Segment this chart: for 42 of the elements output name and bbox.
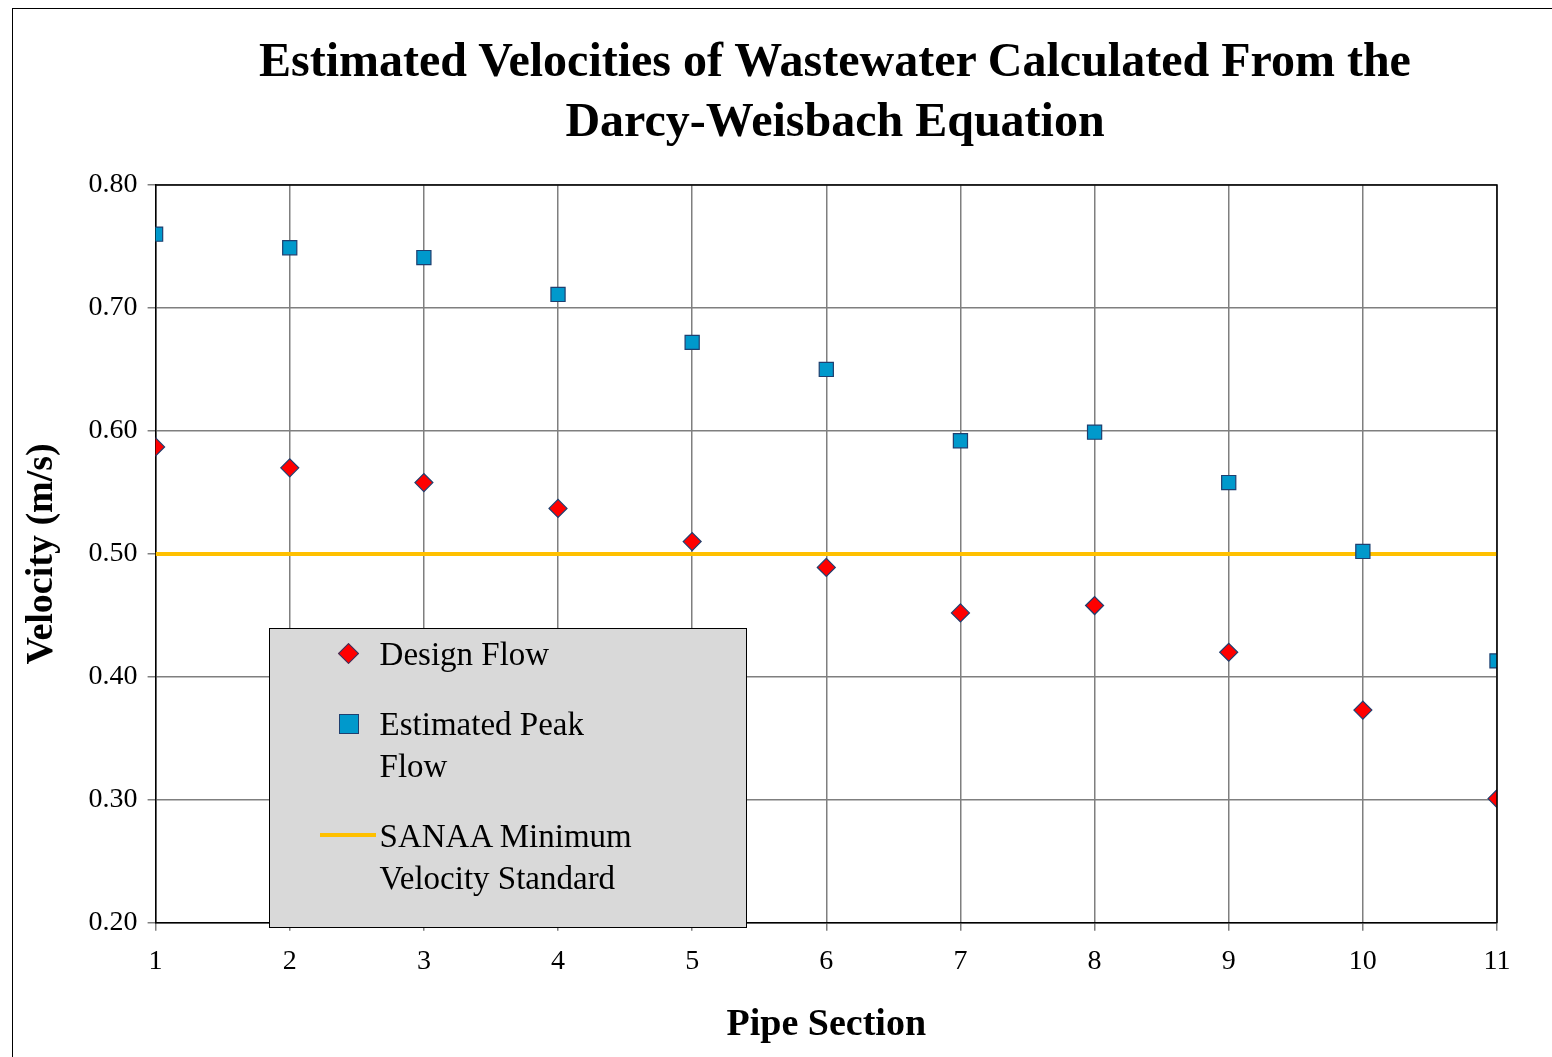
point (1086, 424, 1103, 440)
legend-label: SANAA Minimum Velocity Standard (379, 816, 633, 898)
point (952, 433, 969, 449)
x-tick-label: 2 (282, 943, 297, 975)
x-tick-label: 3 (416, 943, 431, 975)
point (282, 240, 298, 256)
y-tick-label: 0.30 (88, 782, 138, 814)
point (414, 472, 434, 493)
point (682, 532, 702, 552)
legend-label: Estimated Peak Flow (379, 704, 585, 786)
legend-label: Design Flow (379, 634, 551, 674)
point (950, 603, 971, 623)
x-axis-title: Pipe Section (726, 1001, 927, 1044)
point (1084, 595, 1105, 616)
point (416, 249, 432, 266)
y-tick-label: 0.20 (88, 905, 138, 937)
point (816, 557, 836, 578)
point (818, 361, 834, 378)
point (280, 458, 300, 478)
point (1353, 700, 1373, 720)
point (548, 498, 568, 518)
y-tick-label: 0.50 (88, 536, 138, 568)
point (684, 334, 700, 351)
x-tick-label: 8 (1087, 943, 1102, 975)
point (1221, 474, 1237, 491)
x-tick-label: 7 (953, 943, 968, 975)
y-tick-label: 0.40 (88, 659, 138, 691)
y-axis-title: Velocity (m/s) (17, 443, 61, 665)
point (1219, 642, 1239, 662)
x-tick-label: 11 (1483, 943, 1511, 975)
x-tick-label: 4 (551, 943, 566, 975)
x-tick-label: 5 (685, 943, 700, 975)
x-tick-label: 1 (148, 943, 163, 975)
point (550, 286, 566, 303)
x-tick-label: 10 (1348, 943, 1377, 975)
chart-title: Estimated Velocities of Wastewater Calculated From the Darcy-Weisbach Equation (258, 32, 1412, 148)
y-tick-label: 0.80 (88, 167, 138, 199)
point (1355, 543, 1371, 560)
x-tick-label: 9 (1221, 943, 1236, 975)
y-tick-label: 0.70 (88, 290, 138, 322)
y-tick-label: 0.60 (88, 413, 138, 445)
x-tick-label: 6 (819, 943, 834, 975)
